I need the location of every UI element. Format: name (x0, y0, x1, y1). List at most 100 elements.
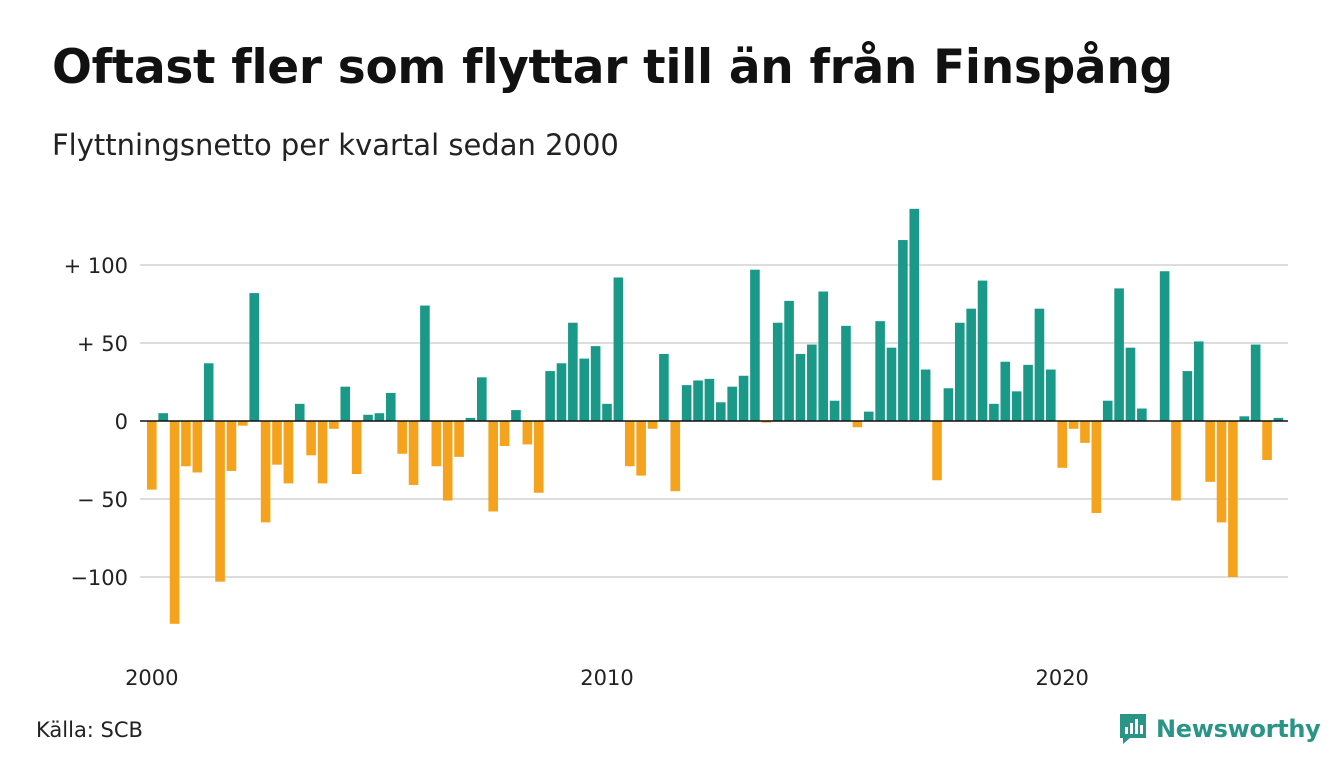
bar (920, 369, 931, 421)
bar (909, 208, 920, 421)
bar (488, 421, 498, 512)
bar (340, 386, 351, 421)
bar (898, 240, 908, 421)
bar (624, 421, 635, 467)
bar (852, 421, 863, 428)
bar (568, 322, 578, 421)
bar (272, 421, 282, 465)
bar (431, 421, 442, 467)
bar (1046, 369, 1056, 421)
brand[interactable]: Newsworthy (1118, 712, 1321, 746)
bar (181, 421, 191, 467)
bar (158, 413, 168, 421)
bar (1216, 421, 1227, 523)
bar (989, 403, 999, 421)
bar (351, 421, 362, 475)
bar (681, 385, 692, 421)
brand-name: Newsworthy (1156, 715, 1321, 743)
bar (693, 380, 703, 421)
bar (829, 400, 840, 421)
bar (886, 347, 897, 421)
bar (385, 392, 396, 421)
x-tick-label: 2010 (580, 666, 633, 690)
x-tick-label: 2020 (1035, 666, 1088, 690)
bar (465, 417, 476, 421)
bar (602, 403, 612, 421)
chart-title: Oftast fler som flyttar till än från Fin… (52, 40, 1173, 95)
bar (1239, 416, 1250, 421)
bar (203, 363, 214, 421)
bar (659, 353, 669, 421)
bar (397, 421, 407, 454)
bar (522, 421, 533, 445)
bar (1102, 400, 1113, 421)
bar (738, 375, 749, 421)
bar (533, 421, 544, 493)
bar (943, 388, 954, 421)
bar (613, 277, 624, 421)
bars (147, 208, 1284, 624)
x-axis-labels: 2000 2010 2020 (125, 666, 1089, 690)
bar (750, 269, 760, 421)
bar (306, 421, 316, 456)
bar (1057, 421, 1067, 468)
bar (169, 421, 180, 624)
source-note: Källa: SCB (36, 718, 143, 742)
bar (317, 421, 328, 484)
bar (1182, 371, 1193, 421)
y-tick-label: − 50 (77, 488, 128, 512)
chart-subtitle: Flyttningsnetto per kvartal sedan 2000 (52, 128, 619, 162)
bar (772, 322, 783, 421)
bar (147, 421, 157, 490)
bar (1091, 421, 1102, 514)
bar (477, 377, 487, 421)
bar (807, 344, 817, 421)
bar (1250, 344, 1261, 421)
bar (1171, 421, 1181, 501)
bar (1023, 364, 1033, 421)
bar (863, 411, 874, 421)
bar (1125, 347, 1136, 421)
bar (1273, 417, 1284, 421)
bar (1228, 421, 1238, 577)
bar (249, 293, 260, 421)
bar (954, 322, 965, 421)
bar (818, 291, 829, 421)
bar (1034, 308, 1045, 421)
bar (1000, 361, 1011, 421)
bar (1262, 421, 1272, 460)
bar (784, 300, 794, 421)
bar (499, 421, 510, 446)
bar (1137, 408, 1147, 421)
y-tick-label: 0 (115, 410, 128, 434)
bar (727, 386, 737, 421)
bar (977, 280, 988, 421)
bar (716, 402, 726, 421)
y-axis-labels: + 100 + 50 0 − 50 −100 (64, 254, 128, 590)
newsworthy-logo-icon (1120, 714, 1146, 744)
bar (374, 413, 385, 421)
bar (579, 358, 590, 421)
bar (1068, 421, 1079, 429)
bar (841, 325, 851, 421)
y-tick-label: + 50 (77, 332, 128, 356)
bar (932, 421, 942, 481)
bar (966, 308, 976, 421)
bar (192, 421, 203, 473)
bar (1080, 421, 1090, 443)
x-tick-label: 2000 (125, 666, 178, 690)
bar (238, 421, 248, 426)
bar (408, 421, 419, 485)
bar (294, 403, 305, 421)
bar (795, 353, 806, 421)
bar (1159, 271, 1170, 421)
bar (1193, 341, 1204, 421)
bar (226, 421, 237, 471)
bar (283, 421, 294, 484)
bar (1205, 421, 1215, 482)
y-tick-label: + 100 (64, 254, 128, 278)
bar (363, 414, 373, 421)
bar (647, 421, 658, 429)
bar (670, 421, 681, 492)
